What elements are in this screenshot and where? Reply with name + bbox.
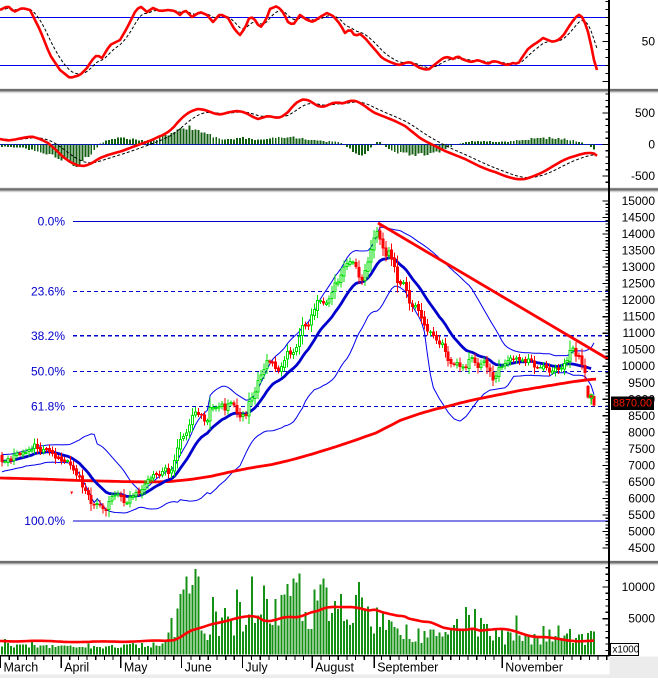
svg-text:100.0%: 100.0%: [24, 514, 65, 528]
svg-text:4500: 4500: [628, 541, 655, 555]
svg-text:July: July: [245, 661, 268, 675]
svg-text:September: September: [377, 661, 438, 675]
svg-text:March: March: [4, 661, 39, 675]
svg-text:June: June: [185, 661, 212, 675]
svg-text:13500: 13500: [622, 244, 656, 258]
svg-text:8000: 8000: [628, 425, 655, 439]
svg-text:14000: 14000: [622, 227, 656, 241]
svg-text:14500: 14500: [622, 211, 656, 225]
svg-text:May: May: [124, 661, 148, 675]
svg-text:6000: 6000: [628, 491, 655, 505]
svg-text:10500: 10500: [622, 343, 656, 357]
svg-text:November: November: [505, 661, 563, 675]
svg-text:10000: 10000: [622, 580, 656, 594]
svg-text:50: 50: [642, 35, 656, 49]
svg-text:50.0%: 50.0%: [31, 365, 65, 379]
svg-text:500: 500: [635, 106, 655, 120]
svg-text:8500: 8500: [628, 409, 655, 423]
svg-text:0.0%: 0.0%: [38, 215, 66, 229]
svg-text:7000: 7000: [628, 458, 655, 472]
svg-text:11500: 11500: [623, 310, 656, 324]
svg-text:23.6%: 23.6%: [31, 285, 65, 299]
svg-text:13000: 13000: [622, 260, 656, 274]
svg-text:x1000: x1000: [613, 645, 640, 656]
svg-text:15000: 15000: [622, 194, 656, 208]
svg-text:5500: 5500: [628, 508, 655, 522]
svg-text:38.2%: 38.2%: [31, 329, 65, 343]
svg-text:April: April: [64, 661, 89, 675]
svg-text:10000: 10000: [622, 359, 656, 373]
svg-text:8870.00: 8870.00: [613, 398, 652, 410]
svg-text:7500: 7500: [628, 442, 655, 456]
svg-text:0: 0: [648, 138, 655, 152]
svg-text:61.8%: 61.8%: [31, 400, 65, 414]
svg-text:12500: 12500: [622, 277, 656, 291]
svg-text:5000: 5000: [628, 525, 655, 539]
svg-text:August: August: [315, 661, 354, 675]
svg-text:12000: 12000: [622, 293, 656, 307]
svg-text:9500: 9500: [628, 376, 655, 390]
svg-text:6500: 6500: [628, 475, 655, 489]
svg-text:11000: 11000: [623, 326, 656, 340]
svg-text:5000: 5000: [628, 612, 655, 626]
svg-text:-500: -500: [631, 169, 655, 183]
